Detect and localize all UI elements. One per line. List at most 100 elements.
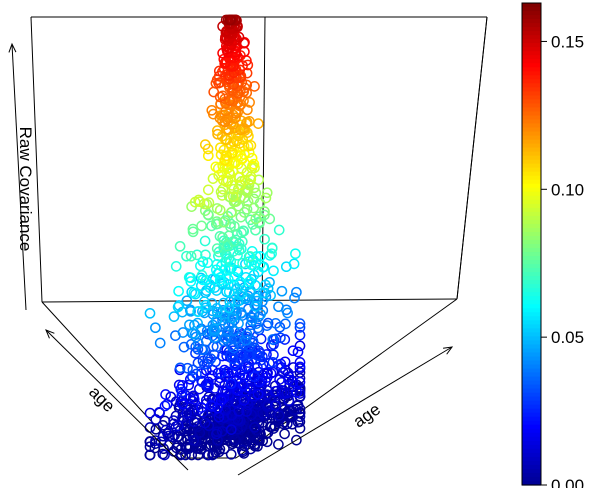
colorbar-segment (522, 119, 541, 125)
colorbar-segment (522, 75, 541, 80)
data-point (202, 150, 214, 162)
data-point (206, 104, 218, 116)
data-point (199, 358, 210, 370)
data-point (154, 337, 166, 349)
data-point (249, 422, 260, 433)
data-point (197, 274, 209, 286)
data-point (178, 341, 190, 353)
colorbar-segment (522, 460, 541, 466)
x-axis-label: age (85, 382, 118, 415)
data-point (245, 140, 257, 151)
data-point (185, 250, 197, 262)
colorbar-segment (522, 244, 541, 249)
colorbar-segment (522, 235, 541, 241)
y-axis-arrow (237, 346, 453, 476)
data-point (240, 334, 252, 346)
data-point (273, 224, 285, 236)
colorbar-segment (522, 416, 541, 422)
data-point (221, 134, 233, 146)
colorbar-segment (522, 19, 541, 24)
data-point (176, 386, 188, 398)
data-point (144, 436, 156, 447)
colorbar-segment (522, 35, 541, 40)
data-point (241, 406, 252, 417)
colorbar-segment (522, 179, 541, 185)
data-point (144, 441, 156, 453)
data-point (294, 411, 306, 422)
data-point (236, 288, 248, 300)
data-point (163, 427, 175, 438)
data-point (270, 385, 281, 397)
data-point (222, 274, 234, 285)
colorbar-segment (522, 392, 541, 398)
data-point (222, 175, 234, 186)
colorbar-segment (522, 151, 541, 157)
data-point (259, 209, 270, 221)
data-point (144, 422, 156, 433)
colorbar-segment (522, 256, 541, 261)
colorbar-segment (522, 91, 541, 96)
data-point (192, 338, 204, 349)
data-point (228, 279, 240, 291)
data-point (291, 387, 303, 398)
data-point (200, 249, 211, 261)
colorbar-segment (522, 380, 541, 386)
data-point (212, 218, 224, 229)
data-point (194, 196, 206, 208)
data-point (172, 440, 184, 452)
data-point (199, 235, 211, 247)
data-point (239, 207, 250, 218)
data-point (252, 118, 264, 129)
data-point (211, 314, 223, 326)
data-point (244, 250, 256, 262)
colorbar-segment (522, 123, 541, 129)
data-point (199, 417, 211, 429)
data-point (187, 328, 199, 339)
data-point (222, 240, 233, 252)
data-point (248, 158, 260, 170)
colorbar-segment (522, 352, 541, 358)
data-point (220, 385, 231, 397)
data-point (180, 418, 192, 429)
data-point (241, 328, 253, 340)
colorbar-segment (522, 47, 541, 52)
data-point (155, 436, 167, 448)
data-point (252, 388, 264, 400)
colorbar-segment (522, 239, 541, 245)
z-axis-label: Raw Covariance (16, 127, 35, 252)
data-point (245, 443, 256, 455)
colorbar-segment (522, 292, 541, 297)
data-point (250, 213, 262, 225)
colorbar-segment (522, 139, 541, 145)
data-point (196, 376, 208, 388)
colorbar-segment (522, 23, 541, 28)
data-point (223, 263, 235, 275)
colorbar-segment (522, 432, 541, 438)
data-point (253, 324, 265, 336)
colorbar-segment (522, 464, 541, 470)
data-point (279, 428, 290, 440)
data-point (157, 448, 169, 460)
data-point (252, 440, 263, 452)
data-point (249, 162, 260, 174)
colorbar-segment (522, 372, 541, 378)
y-axis-arrow-head (443, 346, 454, 355)
colorbar: 0.00 0.05 0.10 0.15 (521, 2, 584, 488)
data-point (211, 428, 222, 440)
data-point (219, 332, 231, 344)
colorbar-segment (522, 215, 541, 221)
data-point (200, 299, 212, 311)
data-point (226, 317, 238, 329)
colorbar-segment (522, 87, 541, 92)
colorbar-segment (522, 223, 541, 229)
colorbar-segment (522, 39, 541, 44)
data-point (219, 155, 231, 166)
data-point (215, 76, 226, 88)
data-point (270, 318, 282, 329)
data-point (187, 396, 199, 407)
data-point (211, 303, 223, 314)
data-point (183, 272, 195, 283)
colorbar-tick-label: 0.15 (551, 32, 584, 51)
data-point (290, 248, 301, 260)
data-point (177, 398, 189, 410)
